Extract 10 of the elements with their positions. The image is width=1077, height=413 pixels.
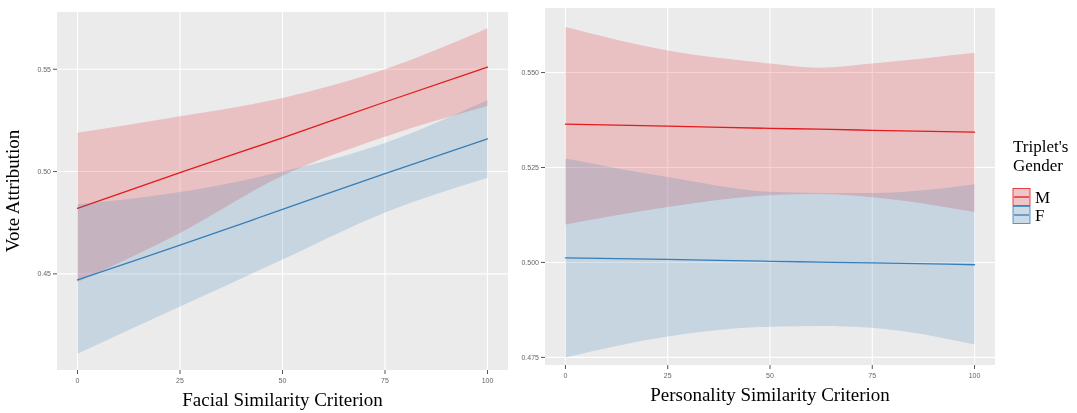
line-series	[76, 66, 489, 210]
x-axis-title: Personality Similarity Criterion	[650, 384, 891, 405]
y-axis-title: Vote Attribution	[2, 129, 23, 253]
line-series	[76, 138, 489, 281]
legend-title: Triplet's Gender	[1013, 136, 1069, 175]
line-series	[564, 123, 976, 133]
x-axis-title: Facial Similarity Criterion	[182, 389, 384, 410]
legend-label: M	[1035, 187, 1051, 207]
line-series	[564, 257, 976, 266]
legend-label: F	[1035, 205, 1045, 225]
